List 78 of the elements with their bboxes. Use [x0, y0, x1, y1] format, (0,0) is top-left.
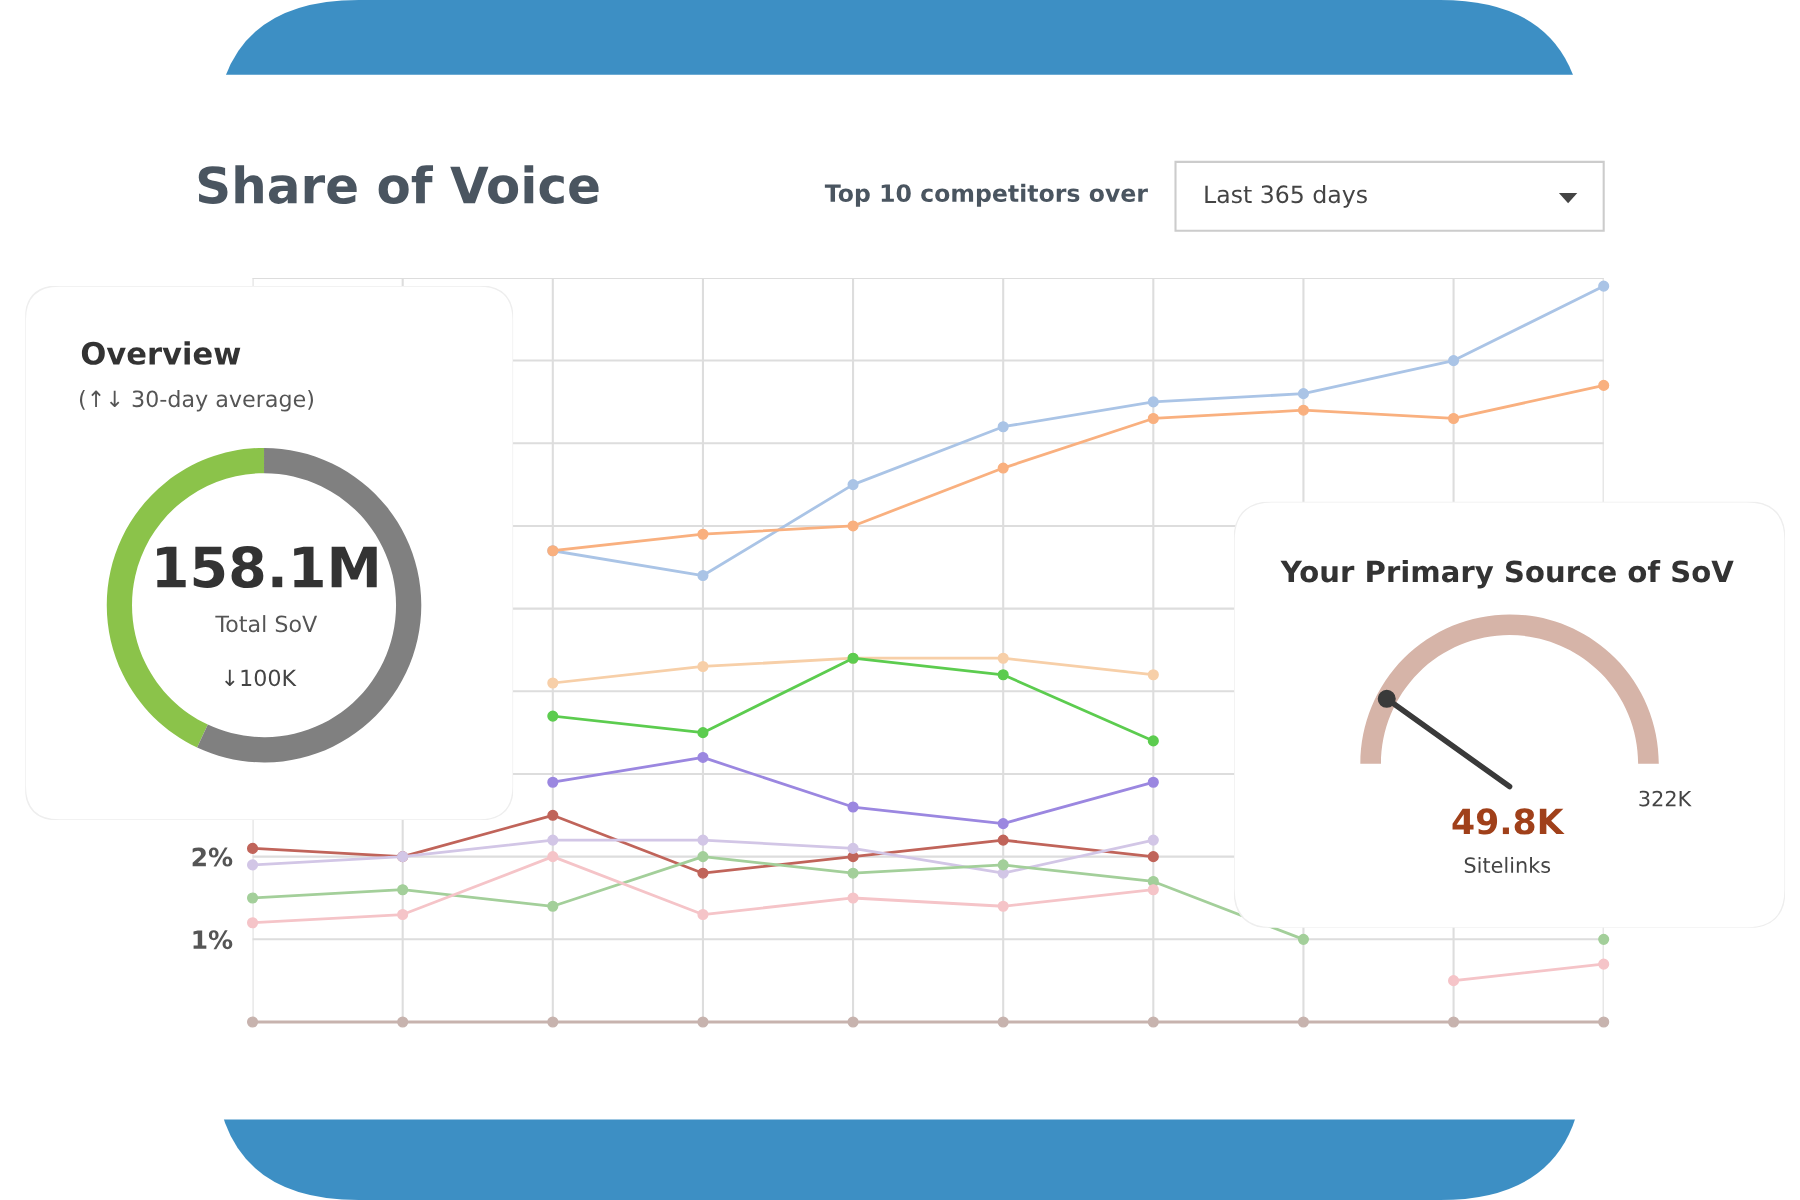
point: [697, 569, 709, 582]
data-label: 49.8K: [1452, 808, 1565, 835]
point: [997, 669, 1009, 681]
point: [997, 652, 1009, 664]
point: [547, 809, 559, 821]
y-tick-label: 2%: [192, 847, 233, 867]
point: [547, 1016, 559, 1028]
point: [697, 851, 709, 863]
point: [1297, 404, 1310, 416]
point: [697, 528, 709, 540]
annotation: 158.1M: [157, 545, 377, 588]
point: [847, 892, 859, 904]
point: [1147, 735, 1159, 747]
point: [1147, 412, 1159, 425]
point: [997, 900, 1009, 912]
point: [1147, 669, 1159, 681]
point: [1147, 396, 1159, 408]
point: [1147, 884, 1159, 896]
annotation: Sitelinks: [1464, 856, 1551, 874]
point: [246, 842, 259, 854]
point: [1598, 280, 1610, 292]
point: [1448, 355, 1460, 367]
chart-subtitle: (↑↓ 30-day average): [79, 390, 313, 412]
text: Your Primary Source of SoV: [1280, 559, 1734, 589]
point: [847, 842, 859, 854]
text: Last 365 days: [1205, 184, 1367, 208]
point: [1147, 834, 1159, 846]
point: [1448, 975, 1460, 987]
point: [997, 421, 1009, 433]
chart-title: Overview: [81, 341, 241, 365]
point: [697, 660, 709, 673]
point: [1598, 379, 1610, 391]
point: [1147, 776, 1159, 788]
point: [1448, 412, 1460, 425]
point: [847, 520, 859, 532]
point: [1147, 851, 1159, 863]
point: [246, 859, 259, 871]
point: [547, 834, 559, 846]
point: [397, 908, 409, 921]
point: [1297, 933, 1310, 945]
point: [697, 867, 709, 879]
point: [547, 710, 559, 722]
point: [397, 1016, 409, 1028]
point: [1598, 933, 1610, 945]
point: [1598, 958, 1610, 970]
y-tick-label: 1%: [193, 930, 233, 950]
point: [847, 1016, 859, 1028]
point: [1448, 1016, 1460, 1028]
annotation: ↓100K: [225, 669, 297, 687]
point: [246, 1016, 259, 1028]
point: [547, 900, 559, 912]
point: [847, 801, 859, 813]
point: [1297, 1016, 1310, 1028]
point: [847, 479, 859, 491]
point: [997, 834, 1009, 846]
point: [997, 1016, 1009, 1028]
point: [246, 892, 259, 904]
point: [547, 851, 559, 863]
text: Top 10 competitors over: [824, 183, 1148, 207]
point: [397, 884, 409, 896]
chart-title: Share of Voice: [198, 165, 599, 204]
point: [997, 462, 1009, 474]
point: [246, 917, 259, 929]
point: [547, 677, 559, 689]
point: [1598, 1016, 1610, 1028]
point: [697, 834, 709, 846]
point: [697, 1016, 709, 1028]
point: [1297, 388, 1310, 400]
point: [997, 859, 1009, 871]
point: [847, 867, 859, 879]
annotation: Total SoV: [215, 615, 318, 633]
point: [1147, 1016, 1159, 1028]
point: [697, 908, 709, 921]
point: [997, 818, 1009, 830]
data-label: 322K: [1639, 790, 1692, 807]
point: [697, 751, 709, 763]
point: [547, 776, 559, 788]
point: [697, 727, 709, 739]
